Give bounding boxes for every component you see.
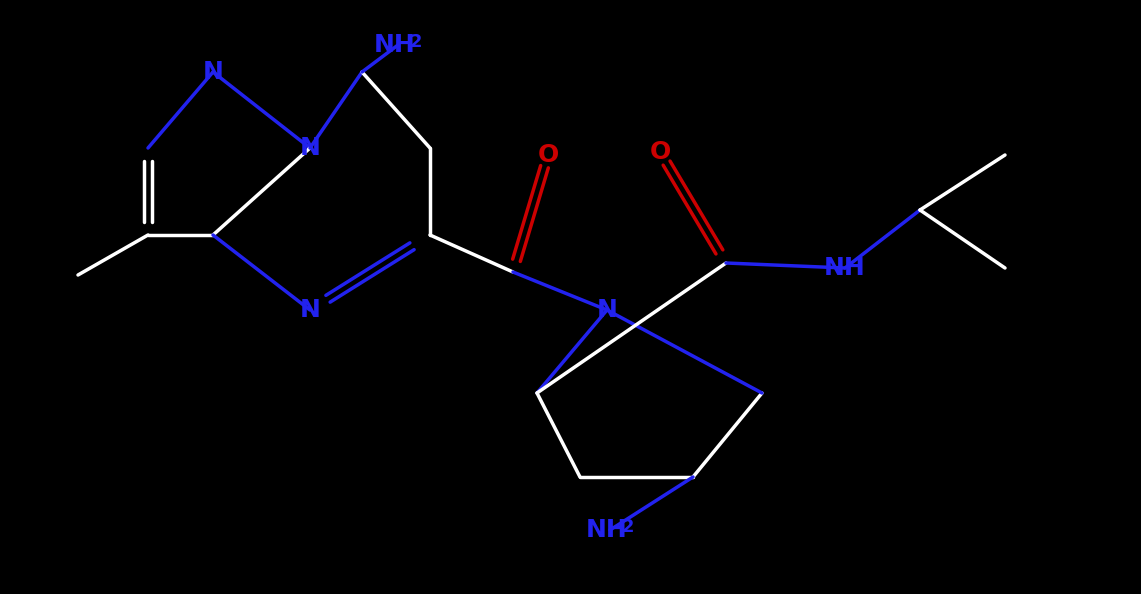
Text: NH: NH (824, 256, 866, 280)
Text: 2: 2 (622, 518, 634, 536)
Text: N: N (597, 298, 617, 322)
Text: NH: NH (374, 33, 415, 57)
Text: N: N (300, 136, 321, 160)
Text: N: N (203, 60, 224, 84)
Text: 2: 2 (410, 33, 422, 51)
Text: O: O (649, 140, 671, 164)
Text: N: N (300, 298, 321, 322)
Text: NH: NH (586, 518, 628, 542)
Text: O: O (537, 143, 559, 167)
